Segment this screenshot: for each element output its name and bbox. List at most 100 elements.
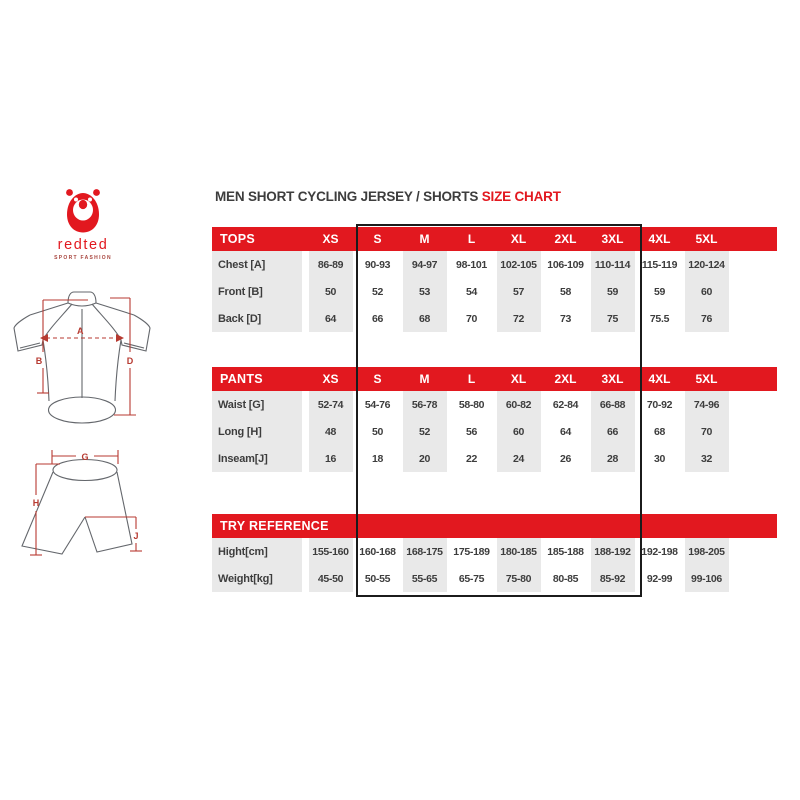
size-col-header-l: L — [467, 232, 476, 246]
value-text: 66-88 — [590, 391, 635, 418]
value-text: 72 — [496, 305, 541, 332]
value-cell: 20 — [401, 445, 448, 472]
value-text: 56 — [465, 425, 478, 438]
value-text: 75 — [590, 305, 635, 332]
row-label: Inseam[J] — [212, 445, 307, 472]
value-cell: 56 — [448, 418, 495, 445]
value-text: 98-101 — [456, 258, 487, 271]
value-cell: 68 — [636, 418, 683, 445]
value-cell: 65-75 — [448, 565, 495, 592]
value-cell: 75-80 — [495, 565, 542, 592]
value-text: 66 — [590, 418, 635, 445]
value-text: 58-80 — [458, 398, 485, 411]
value-cell: 85-92 — [589, 565, 636, 592]
value-text: 120-124 — [684, 251, 729, 278]
value-cell: 86-89 — [307, 251, 354, 278]
value-text: 54-76 — [364, 398, 391, 411]
row-label-text: Chest [A] — [212, 251, 302, 278]
value-cell: 59 — [589, 278, 636, 305]
value-text: 110-114 — [590, 251, 635, 278]
value-cell: 32 — [683, 445, 730, 472]
pants-table-row: Inseam[J] 16 18 20 22 24 26 28 30 32 — [212, 445, 777, 472]
value-text: 60 — [496, 418, 541, 445]
value-text: 160-168 — [359, 545, 396, 558]
value-cell: 188-192 — [589, 538, 636, 565]
pants-header-row: PANTS XS S M L XL 2XL 3XL 4XL 5XL — [212, 367, 777, 391]
value-cell: 30 — [636, 445, 683, 472]
value-text: 28 — [590, 445, 635, 472]
value-cell: 115-119 — [636, 251, 683, 278]
value-cell: 110-114 — [589, 251, 636, 278]
value-text: 64 — [308, 305, 353, 332]
brand-tagline: SPORT FASHION — [54, 255, 112, 261]
value-text: 168-175 — [402, 538, 447, 565]
size-col-header-xl: XL — [510, 372, 527, 386]
value-cell: 175-189 — [448, 538, 495, 565]
page-title-highlight: SIZE CHART — [481, 189, 561, 204]
page-title-main: MEN SHORT CYCLING JERSEY / SHORTS — [215, 189, 482, 204]
size-col-header-2xl: 2XL — [554, 232, 577, 246]
value-text: 24 — [496, 445, 541, 472]
value-cell: 53 — [401, 278, 448, 305]
value-text: 73 — [559, 312, 572, 325]
value-text: 30 — [653, 452, 666, 465]
value-cell: 90-93 — [354, 251, 401, 278]
value-cell: 50-55 — [354, 565, 401, 592]
jersey-label-a: A — [77, 326, 84, 336]
value-cell: 160-168 — [354, 538, 401, 565]
value-text: 92-99 — [646, 572, 673, 585]
size-col-header-xl: XL — [510, 232, 527, 246]
value-text: 102-105 — [496, 251, 541, 278]
try-header-row: TRY REFERENCE — [212, 514, 777, 538]
value-cell: 70 — [448, 305, 495, 332]
row-label-text: Back [D] — [212, 305, 302, 332]
value-cell: 99-106 — [683, 565, 730, 592]
value-cell: 75.5 — [636, 305, 683, 332]
value-cell: 59 — [636, 278, 683, 305]
row-label: Chest [A] — [212, 251, 307, 278]
value-text: 68 — [402, 305, 447, 332]
value-text: 175-189 — [453, 545, 490, 558]
pants-size-table: PANTS XS S M L XL 2XL 3XL 4XL 5XL Waist [G] 52-74 54… — [212, 367, 777, 472]
brand-logo: redted SPORT FASHION — [38, 186, 128, 261]
value-cell: 73 — [542, 305, 589, 332]
row-label-text: Inseam[J] — [212, 445, 302, 472]
value-cell: 198-205 — [683, 538, 730, 565]
size-col-header-5xl: 5XL — [695, 372, 718, 386]
shorts-measurement-diagram: G H J — [21, 450, 142, 556]
value-text: 50 — [371, 425, 384, 438]
value-cell: 192-198 — [636, 538, 683, 565]
value-text: 99-106 — [684, 565, 729, 592]
value-text: 74-96 — [684, 391, 729, 418]
value-text: 59 — [653, 285, 666, 298]
size-col-header-2xl: 2XL — [554, 372, 577, 386]
row-label-text: Waist [G] — [212, 391, 302, 418]
value-cell: 54 — [448, 278, 495, 305]
value-cell: 50 — [307, 278, 354, 305]
brand-name: redted — [57, 237, 109, 253]
tops-header-label: TOPS — [220, 232, 256, 246]
value-text: 80-85 — [552, 572, 579, 585]
value-cell: 102-105 — [495, 251, 542, 278]
value-cell: 106-109 — [542, 251, 589, 278]
pants-table-row: Waist [G] 52-74 54-76 56-78 58-80 60-82 62-84 6… — [212, 391, 777, 418]
pants-header-label: PANTS — [220, 372, 263, 386]
value-cell: 68 — [401, 305, 448, 332]
value-text: 188-192 — [590, 538, 635, 565]
row-label-text: Front [B] — [212, 278, 302, 305]
value-cell: 58 — [542, 278, 589, 305]
value-text: 48 — [308, 418, 353, 445]
row-label: Front [B] — [212, 278, 307, 305]
size-col-header-4xl: 4XL — [648, 232, 671, 246]
value-cell: 52 — [354, 278, 401, 305]
value-text: 70 — [684, 418, 729, 445]
tops-table-row: Front [B] 50 52 53 54 57 58 59 59 60 — [212, 278, 777, 305]
row-label-text: Long [H] — [212, 418, 302, 445]
jersey-measurement-diagram: A B D — [13, 291, 151, 424]
size-col-header-5xl: 5XL — [695, 232, 718, 246]
redted-bear-icon — [66, 189, 100, 233]
value-text: 26 — [559, 452, 572, 465]
value-cell: 26 — [542, 445, 589, 472]
value-text: 70 — [465, 312, 478, 325]
